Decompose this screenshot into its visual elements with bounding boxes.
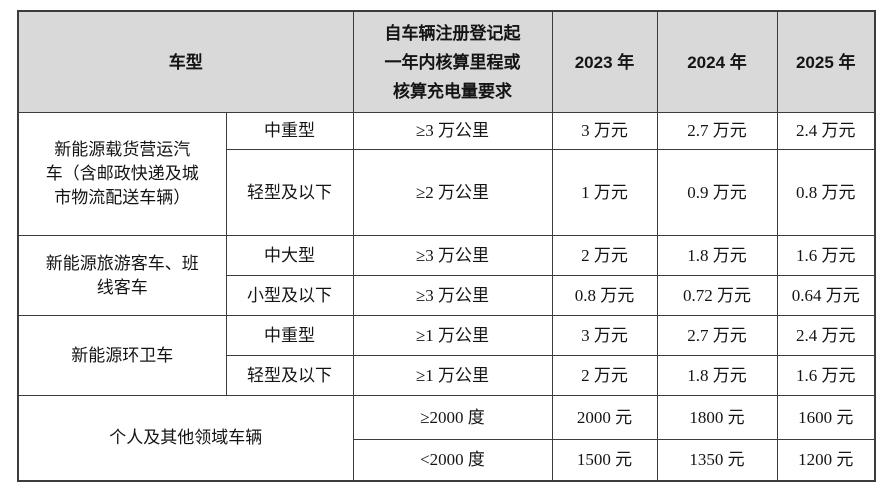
value-cell-2024: 0.72 万元 — [656, 275, 778, 316]
value-cell-2024: 1800 元 — [656, 395, 778, 440]
requirement-cell: ≥2 万公里 — [352, 149, 553, 236]
subtype-cell: 中大型 — [225, 235, 354, 276]
value-cell-2025: 1600 元 — [776, 395, 876, 440]
table-row: <2000 度 1500 元 1350 元 1200 元 — [18, 439, 876, 481]
header-vehicle-type: 车型 — [17, 10, 354, 113]
value-cell-2023: 2000 元 — [551, 395, 658, 440]
value-cell-2025: 1.6 万元 — [776, 235, 876, 276]
requirement-cell: ≥2000 度 — [352, 395, 553, 440]
value-cell-2024: 0.9 万元 — [656, 149, 778, 236]
table-row: 新能源旅游客车、班 线客车 中大型 ≥3 万公里 2 万元 1.8 万元 1.6… — [17, 235, 876, 316]
value-cell-2024: 1350 元 — [656, 439, 778, 481]
table-row: 新能源环卫车 中重型 ≥1 万公里 3 万元 2.7 万元 2.4 万元 — [17, 315, 876, 396]
requirement-cell: ≥1 万公里 — [352, 315, 553, 356]
requirement-cell: ≥3 万公里 — [352, 112, 553, 150]
table-row: 小型及以下 ≥3 万公里 0.8 万元 0.72 万元 0.64 万元 — [18, 275, 876, 316]
value-cell-2023: 3 万元 — [551, 112, 658, 150]
header-year-2024: 2024 年 — [656, 10, 778, 113]
value-cell-2025: 1.6 万元 — [776, 355, 876, 396]
value-cell-2024: 1.8 万元 — [656, 235, 778, 276]
value-cell-2024: 2.7 万元 — [656, 112, 778, 150]
subtype-cell: 小型及以下 — [225, 275, 354, 316]
value-cell-2023: 0.8 万元 — [551, 275, 658, 316]
header-year-2025: 2025 年 — [776, 10, 876, 113]
subtype-cell: 轻型及以下 — [225, 149, 354, 236]
category-cell-bus: 新能源旅游客车、班 线客车 — [17, 235, 227, 316]
value-cell-2023: 2 万元 — [551, 235, 658, 276]
header-row: 车型 自车辆注册登记起 一年内核算里程或 核算充电量要求 2023 年 2024… — [17, 10, 876, 113]
value-cell-2025: 1200 元 — [776, 439, 876, 481]
value-cell-2025: 0.8 万元 — [776, 149, 876, 236]
value-cell-2025: 2.4 万元 — [776, 112, 876, 150]
value-cell-2023: 1500 元 — [551, 439, 658, 481]
subtype-cell: 轻型及以下 — [225, 355, 354, 396]
subsidy-table: 车型 自车辆注册登记起 一年内核算里程或 核算充电量要求 2023 年 2024… — [17, 10, 876, 482]
value-cell-2023: 3 万元 — [551, 315, 658, 356]
header-year-2023: 2023 年 — [551, 10, 658, 113]
subtype-cell: 中重型 — [225, 112, 354, 150]
category-cell-sanitation: 新能源环卫车 — [17, 315, 227, 396]
header-requirement: 自车辆注册登记起 一年内核算里程或 核算充电量要求 — [352, 10, 553, 113]
category-cell-freight: 新能源载货营运汽 车（含邮政快递及城 市物流配送车辆） — [17, 112, 227, 236]
value-cell-2023: 2 万元 — [551, 355, 658, 396]
table-row: 新能源载货营运汽 车（含邮政快递及城 市物流配送车辆） 中重型 ≥3 万公里 3… — [17, 112, 876, 236]
requirement-cell: ≥3 万公里 — [352, 275, 553, 316]
value-cell-2024: 1.8 万元 — [656, 355, 778, 396]
requirement-cell: ≥1 万公里 — [352, 355, 553, 396]
requirement-cell: ≥3 万公里 — [352, 235, 553, 276]
value-cell-2023: 1 万元 — [551, 149, 658, 236]
subtype-cell: 中重型 — [225, 315, 354, 356]
value-cell-2025: 2.4 万元 — [776, 315, 876, 356]
table-row: 轻型及以下 ≥2 万公里 1 万元 0.9 万元 0.8 万元 — [18, 149, 876, 236]
table-row: 轻型及以下 ≥1 万公里 2 万元 1.8 万元 1.6 万元 — [18, 355, 876, 396]
value-cell-2025: 0.64 万元 — [776, 275, 876, 316]
table-row: 个人及其他领域车辆 ≥2000 度 2000 元 1800 元 1600 元 — [17, 395, 876, 481]
category-cell-personal: 个人及其他领域车辆 — [17, 395, 354, 481]
requirement-cell: <2000 度 — [352, 439, 553, 481]
value-cell-2024: 2.7 万元 — [656, 315, 778, 356]
